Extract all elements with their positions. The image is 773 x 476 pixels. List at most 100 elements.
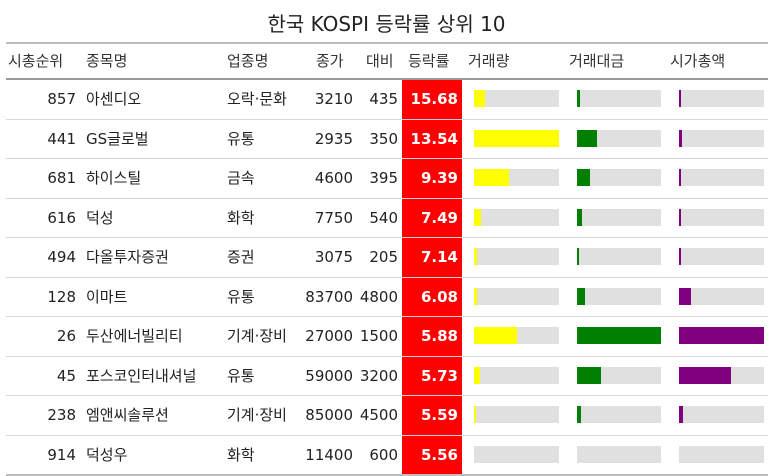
change-cell: 435 (356, 80, 398, 119)
amount-bar-fill (577, 169, 590, 186)
amount-bar-track (577, 406, 661, 423)
close-cell: 4600 (298, 159, 353, 198)
rank-cell: 681 (6, 159, 76, 198)
cap-bar-track (679, 406, 764, 423)
cap-bar-track (679, 90, 764, 107)
header-sector[interactable]: 업종명 (227, 50, 268, 71)
volume-bar-track (474, 248, 559, 265)
amount-bar-fill (577, 288, 585, 305)
volume-bar-track (474, 367, 559, 384)
rate-cell: 5.59 (402, 396, 462, 435)
cap-bar-track (679, 169, 764, 186)
name-cell: 두산에너빌리티 (86, 317, 226, 356)
cap-bar-track (679, 288, 764, 305)
close-cell: 11400 (298, 436, 353, 475)
volume-bar-fill (474, 90, 485, 107)
cap-bar-fill (679, 327, 764, 344)
header-rank[interactable]: 시총순위 (8, 50, 63, 71)
amount-bar-fill (577, 367, 601, 384)
amount-bar-fill (577, 248, 579, 265)
cap-bar-fill (679, 130, 682, 147)
amount-bar-fill (577, 327, 661, 344)
amount-bar-track (577, 288, 661, 305)
cap-bar-fill (679, 367, 731, 384)
close-cell: 7750 (298, 199, 353, 238)
header-amount[interactable]: 거래대금 (569, 50, 624, 71)
close-cell: 3210 (298, 80, 353, 119)
rank-cell: 26 (6, 317, 76, 356)
header-name[interactable]: 종목명 (86, 50, 127, 71)
sector-cell: 오락·문화 (227, 80, 307, 119)
name-cell: 덕성우 (86, 436, 226, 475)
volume-bar-fill (474, 367, 480, 384)
cap-bar-fill (679, 209, 681, 226)
header-change[interactable]: 대비 (366, 50, 394, 71)
name-cell: 아센디오 (86, 80, 226, 119)
rate-cell: 6.08 (402, 278, 462, 317)
rank-cell: 238 (6, 396, 76, 435)
change-cell: 4500 (356, 396, 398, 435)
rate-cell: 13.54 (402, 120, 462, 159)
header-rate[interactable]: 등락률 (408, 50, 449, 71)
cap-bar-track (679, 327, 764, 344)
cap-bar-track (679, 367, 764, 384)
header-close[interactable]: 종가 (316, 50, 344, 71)
change-cell: 205 (356, 238, 398, 277)
close-cell: 2935 (298, 120, 353, 159)
change-cell: 1500 (356, 317, 398, 356)
rank-cell: 857 (6, 80, 76, 119)
amount-bar-fill (577, 406, 581, 423)
table-title: 한국 KOSPI 등락률 상위 10 (0, 8, 773, 37)
rank-cell: 45 (6, 357, 76, 396)
volume-bar-track (474, 288, 559, 305)
sector-cell: 화학 (227, 436, 307, 475)
cap-bar-track (679, 248, 764, 265)
amount-bar-fill (577, 209, 582, 226)
name-cell: 하이스틸 (86, 159, 226, 198)
header-volume[interactable]: 거래량 (468, 50, 509, 71)
rank-cell: 914 (6, 436, 76, 475)
close-cell: 27000 (298, 317, 353, 356)
amount-bar-fill (577, 130, 597, 147)
cap-bar-fill (679, 90, 681, 107)
sector-cell: 유통 (227, 357, 307, 396)
title-divider (6, 42, 768, 44)
volume-bar-track (474, 327, 559, 344)
rank-cell: 441 (6, 120, 76, 159)
rate-cell: 5.88 (402, 317, 462, 356)
volume-bar-fill (474, 406, 476, 423)
cap-bar-track (679, 446, 764, 463)
change-cell: 4800 (356, 278, 398, 317)
header-cap[interactable]: 시가총액 (670, 50, 725, 71)
cap-bar-fill (679, 169, 681, 186)
close-cell: 3075 (298, 238, 353, 277)
change-cell: 395 (356, 159, 398, 198)
amount-bar-track (577, 90, 661, 107)
amount-bar-track (577, 209, 661, 226)
change-cell: 3200 (356, 357, 398, 396)
cap-bar-fill (679, 248, 681, 265)
volume-bar-track (474, 169, 559, 186)
volume-bar-track (474, 209, 559, 226)
name-cell: 포스코인터내셔널 (86, 357, 226, 396)
change-cell: 540 (356, 199, 398, 238)
volume-bar-fill (474, 248, 477, 265)
name-cell: 덕성 (86, 199, 226, 238)
amount-bar-track (577, 169, 661, 186)
rank-cell: 616 (6, 199, 76, 238)
rate-cell: 5.73 (402, 357, 462, 396)
sector-cell: 증권 (227, 238, 307, 277)
sector-cell: 기계·장비 (227, 396, 307, 435)
